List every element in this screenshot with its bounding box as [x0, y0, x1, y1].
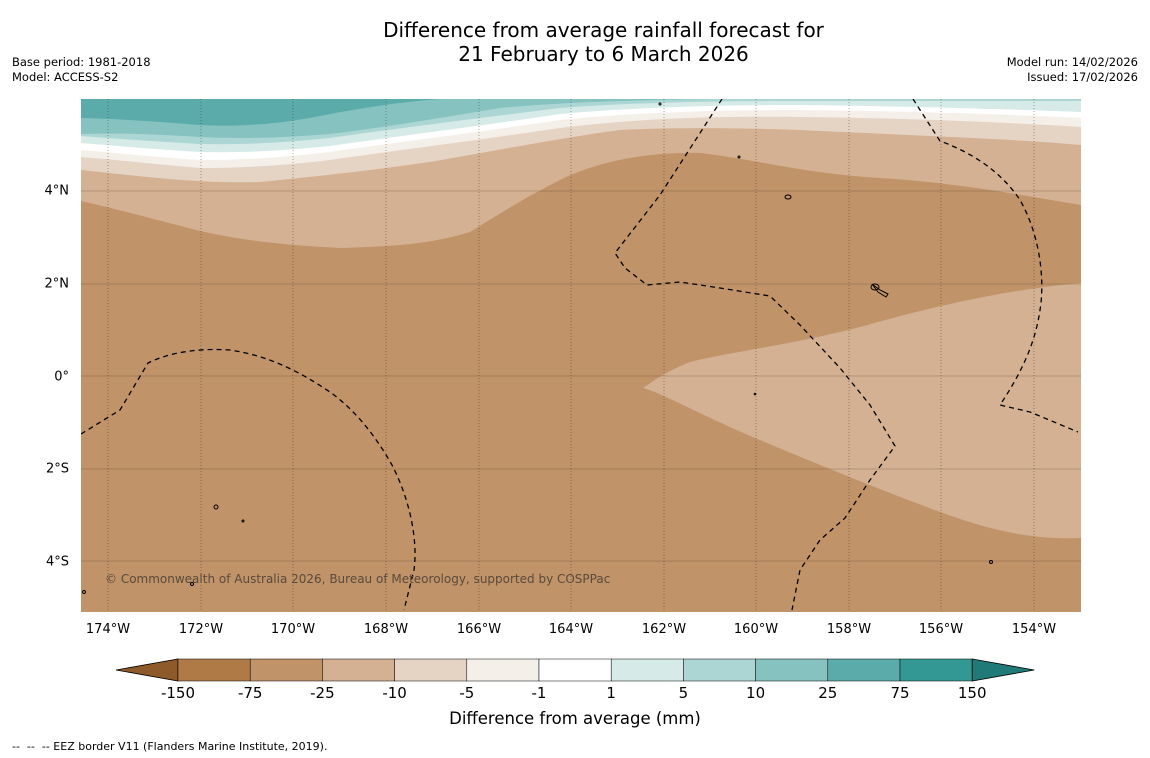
colorbar-segment [177, 658, 251, 682]
colorbar-tick-label: -10 [382, 684, 407, 702]
region-plus75-north [81, 99, 440, 126]
colorbar-tick-label: 25 [818, 684, 838, 702]
colorbar-segment [827, 658, 901, 682]
region-minus25-east [643, 283, 1081, 539]
lon-label-162w: 162°W [641, 622, 687, 637]
eez-borders [81, 99, 1079, 611]
lat-label-2n: 2°N [44, 276, 70, 292]
lat-label-4s: 4°S [45, 554, 69, 570]
colorbar-tick-label: 5 [678, 684, 689, 702]
model-name: Model: ACCESS-S2 [12, 70, 119, 84]
colorbar-segment [538, 658, 612, 682]
lat-label-2s: 2°S [45, 461, 69, 477]
map-title: Difference from average rainfall forecas… [0, 18, 1150, 66]
colorbar-tick-label: 1 [606, 684, 616, 702]
lon-label-158w: 158°W [826, 622, 872, 637]
colorbar-segment [899, 658, 973, 682]
colorbar-tick-label: 10 [746, 684, 766, 702]
model-run: Model run: 14/02/2026 [1006, 55, 1138, 69]
colorbar-tick-label: 150 [957, 684, 987, 702]
colorbar-segment [610, 658, 684, 682]
title-line-1: Difference from average rainfall forecas… [383, 18, 824, 42]
colorbar-title: Difference from average (mm) [449, 709, 701, 728]
lon-label-170w: 170°W [270, 622, 316, 637]
lat-label-0: 0° [54, 369, 69, 385]
colorbar-segment [755, 658, 829, 682]
lon-label-164w: 164°W [548, 622, 594, 637]
title-line-2: 21 February to 6 March 2026 [458, 42, 749, 66]
colorbar-segment [466, 658, 540, 682]
colorbar-segment [394, 658, 468, 682]
lon-label-166w: 166°W [456, 622, 502, 637]
colorbar-tick-label: -5 [459, 684, 475, 702]
colorbar-tick-label: 75 [890, 684, 910, 702]
eez-footnote: -- -- -- EEZ border V11 (Flanders Marine… [12, 740, 328, 753]
colorbar-segment [322, 658, 395, 682]
colorbar-extend-low [115, 658, 179, 682]
lon-label-168w: 168°W [363, 622, 409, 637]
lon-label-174w: 174°W [85, 622, 131, 637]
colorbar-segment [249, 658, 323, 682]
colorbar-tick-label: -75 [237, 684, 263, 702]
colorbar-extend-high [971, 658, 1035, 682]
colorbar-tick-label: -150 [160, 684, 196, 702]
lon-label-154w: 154°W [1011, 622, 1057, 637]
base-period: Base period: 1981-2018 [12, 55, 151, 69]
lon-label-160w: 160°W [733, 622, 779, 637]
colorbar-segment [683, 658, 756, 682]
lon-label-156w: 156°W [918, 622, 964, 637]
lat-label-4n: 4°N [44, 183, 70, 199]
colorbar [115, 658, 1035, 682]
rainfall-map [81, 99, 1081, 612]
run-info: Model run: 14/02/2026 Issued: 17/02/2026 [1007, 55, 1138, 85]
issued-date: Issued: 17/02/2026 [1027, 70, 1138, 84]
graticule [81, 190, 1081, 562]
lon-label-172w: 172°W [178, 622, 224, 637]
colorbar-tick-label: -25 [310, 684, 335, 702]
copyright-notice: © Commonwealth of Australia 2026, Bureau… [105, 572, 611, 586]
islands [82, 102, 993, 594]
colorbar-tick-label: -1 [531, 684, 547, 702]
model-info: Base period: 1981-2018 Model: ACCESS-S2 [12, 55, 151, 85]
